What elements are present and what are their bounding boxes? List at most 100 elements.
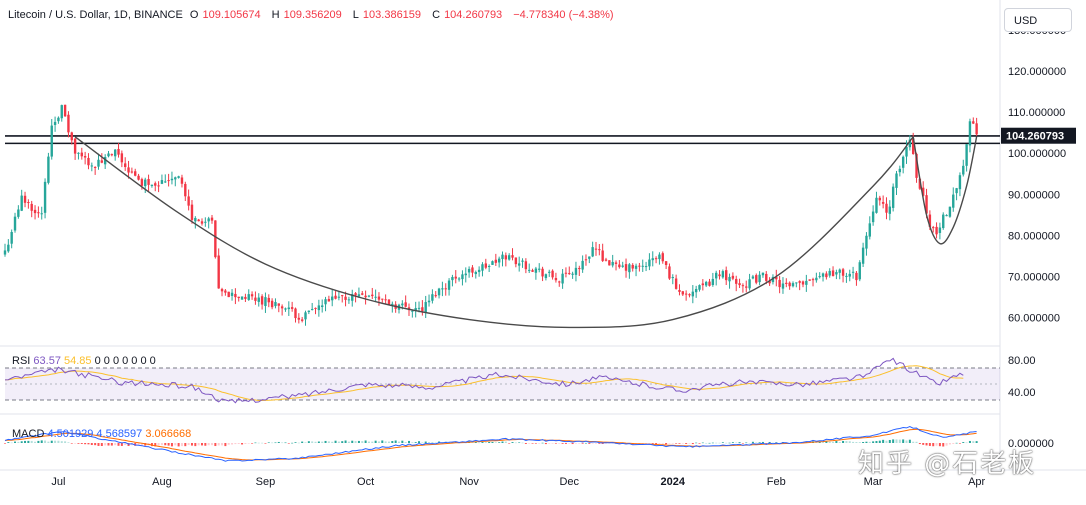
candle-body: [471, 267, 474, 273]
macd-histogram-bar: [751, 441, 754, 443]
macd-histogram-bar: [10, 442, 13, 444]
candle-body: [297, 317, 301, 320]
candle-up: [751, 274, 755, 280]
candle-body: [845, 275, 848, 277]
candle-up: [805, 274, 808, 292]
candle-body: [90, 165, 94, 167]
macd-histogram-bar: [337, 441, 340, 443]
candle-up: [871, 205, 875, 226]
symbol-title[interactable]: Litecoin / U.S. Dollar, 1D, BINANCE: [8, 9, 183, 21]
candle-up: [965, 144, 968, 172]
candle-up: [461, 270, 464, 286]
macd-histogram-bar: [431, 442, 434, 443]
macd-histogram-bar: [544, 443, 547, 445]
candle-body: [962, 165, 965, 175]
macd-histogram-bar: [835, 440, 838, 443]
macd-histogram-bar: [898, 439, 901, 443]
macd-signal-line: [4, 428, 977, 461]
candle-down: [234, 288, 237, 305]
candle-down: [881, 195, 885, 209]
candle-body: [581, 260, 584, 270]
candle-down: [775, 269, 778, 287]
candle-body: [811, 279, 815, 281]
candle-body: [43, 181, 47, 213]
candle-body: [745, 286, 748, 288]
candle-body: [284, 308, 287, 310]
candle-up: [858, 260, 861, 282]
last-price-label: 104.260793: [1006, 131, 1064, 143]
candle-body: [534, 268, 538, 273]
candle-up: [795, 282, 798, 288]
candle-body: [257, 297, 260, 302]
candle-body: [411, 310, 414, 312]
currency-button[interactable]: USD: [1004, 8, 1072, 32]
candle-down: [157, 181, 160, 193]
macd-histogram-bar: [571, 443, 574, 445]
candle-down: [220, 287, 224, 297]
candle-body: [875, 197, 878, 213]
macd-histogram-bar: [491, 441, 494, 443]
macd-histogram-bar: [371, 441, 374, 443]
candle-body: [888, 206, 892, 214]
candle-up: [815, 272, 818, 283]
candle-body: [711, 278, 715, 285]
candle-down: [364, 290, 367, 305]
candle-body: [260, 296, 264, 305]
rsi-legend[interactable]: RSI 63.57 54.85 0 0 0 0 0 0 0: [12, 355, 156, 367]
candle-body: [7, 244, 10, 252]
candle-down: [250, 291, 254, 300]
candle-body: [427, 300, 431, 303]
candle-body: [214, 220, 217, 258]
candle-up: [20, 189, 23, 212]
candle-body: [808, 279, 811, 281]
macd-histogram-bar: [271, 442, 274, 444]
candle-down: [825, 271, 828, 280]
candle-body: [851, 271, 855, 273]
candle-body: [27, 202, 30, 204]
candle-up: [77, 152, 80, 160]
macd-histogram-bar: [247, 443, 250, 444]
candle-up: [287, 301, 291, 316]
candle-body: [317, 305, 321, 311]
macd-histogram-bar: [17, 441, 20, 443]
macd-histogram-bar: [488, 442, 491, 443]
candle-up: [942, 212, 945, 230]
macd-histogram-bar: [711, 442, 714, 444]
candle-body: [541, 268, 544, 277]
candle-body: [431, 294, 434, 301]
candle-body: [310, 308, 314, 310]
macd-histogram-bar: [685, 443, 688, 444]
price-tick-label: 90.000000: [1008, 189, 1060, 201]
candle-body: [942, 214, 945, 229]
candle-body: [935, 226, 938, 235]
candle-up: [13, 212, 17, 233]
candle-body: [634, 265, 638, 269]
candle-down: [798, 280, 801, 291]
macd-histogram-bar: [277, 441, 280, 443]
macd-histogram-bar: [351, 440, 354, 443]
candle-body: [825, 273, 828, 278]
macd-histogram-bar: [504, 441, 507, 443]
macd-histogram-bar: [104, 443, 107, 446]
candle-body: [434, 295, 437, 297]
candle-up: [694, 285, 698, 298]
macd-histogram-bar: [180, 443, 183, 447]
macd-histogram-bar: [554, 443, 557, 444]
candle-up: [150, 184, 154, 188]
macd-histogram-bar: [838, 442, 841, 443]
candle-up: [721, 269, 725, 279]
rsi-tick-label: 80.00: [1008, 355, 1036, 367]
macd-histogram-bar: [501, 441, 504, 443]
candle-down: [197, 218, 200, 222]
macd-histogram-bar: [528, 443, 531, 444]
candle-up: [481, 262, 484, 277]
macd-legend[interactable]: MACD 4.501929 4.568597 3.066668: [12, 428, 191, 440]
candle-body: [831, 270, 835, 277]
rsi-tick-label: 40.00: [1008, 387, 1036, 399]
candle-body: [725, 270, 728, 281]
candle-up: [517, 256, 521, 272]
macd-histogram-bar: [678, 443, 681, 444]
candle-body: [300, 319, 304, 321]
